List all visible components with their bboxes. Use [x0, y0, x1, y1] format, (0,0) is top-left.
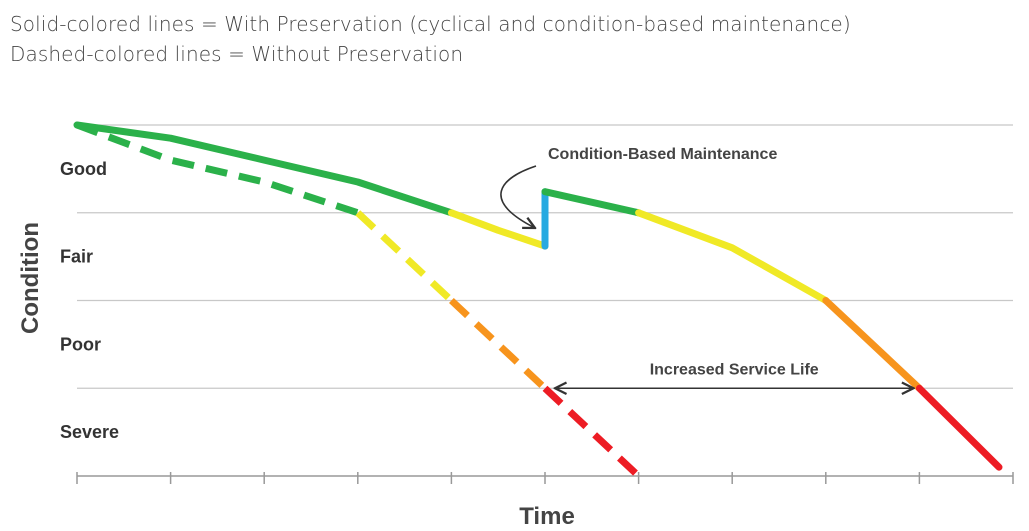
- with-preservation-fair-segment: [635, 209, 830, 304]
- annotation-increased-service-life: Increased Service Life: [650, 361, 819, 378]
- legend-dashed-lines: Dashed-colored lines = Without Preservat…: [10, 42, 464, 66]
- band-label-fair: Fair: [60, 247, 93, 267]
- legend-solid-lines: Solid-colored lines = With Preservation …: [10, 12, 851, 36]
- condition-band-labels: Good Fair Poor Severe: [60, 159, 119, 442]
- without-preservation-severe-segment: [542, 385, 641, 479]
- annotations-layer: Condition-Based Maintenance Increased Ser…: [500, 146, 913, 388]
- annotation-condition-based-maintenance: Condition-Based Maintenance: [548, 146, 777, 163]
- without-preservation-fair-segment: [355, 210, 454, 304]
- band-label-poor: Poor: [60, 334, 101, 354]
- band-label-good: Good: [60, 159, 107, 179]
- with-preservation-good-segment: [541, 188, 643, 217]
- band-label-severe: Severe: [60, 422, 119, 442]
- with-preservation-severe-segment: [915, 384, 1003, 471]
- with-preservation-good-segment: [73, 121, 455, 217]
- x-axis-title: Time: [519, 503, 575, 530]
- annotation-pointer-arrow: [500, 165, 536, 228]
- with-preservation-poor-segment: [822, 297, 923, 392]
- x-axis: [76, 472, 1014, 484]
- without-preservation-good-segment: [75, 121, 359, 217]
- with-preservation-fair-segment: [447, 209, 549, 250]
- y-axis-title: Condition: [17, 222, 44, 334]
- without-preservation-poor-segment: [449, 297, 548, 391]
- series-layer: [73, 121, 1003, 479]
